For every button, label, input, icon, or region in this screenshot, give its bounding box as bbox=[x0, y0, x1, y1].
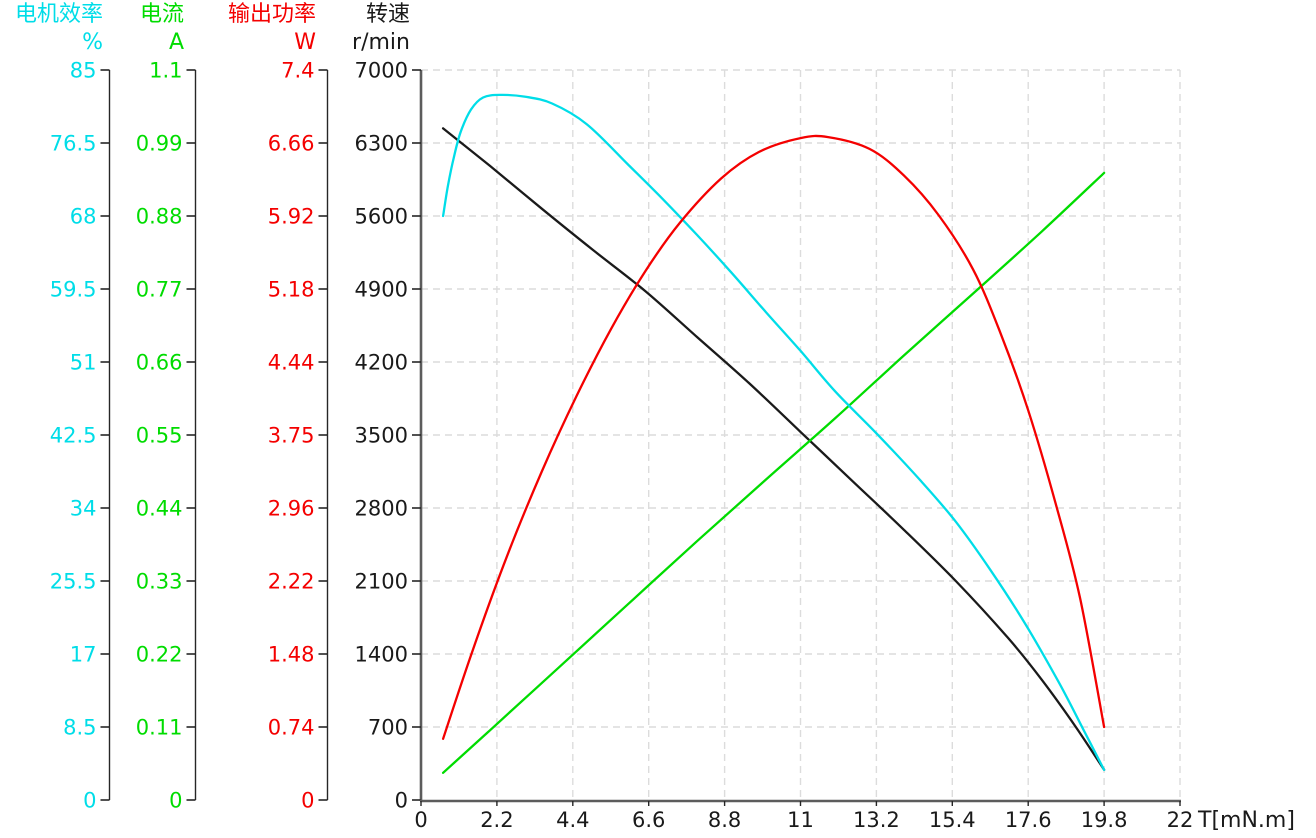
x-tick-label: 2.2 bbox=[480, 808, 513, 832]
x-tick-label: 15.4 bbox=[929, 808, 976, 832]
y-tick-label-speed: 2100 bbox=[355, 570, 408, 594]
efficiency-curve bbox=[441, 93, 1106, 772]
y-tick-label-efficiency: 0 bbox=[83, 789, 96, 813]
y-tick-label-speed: 2800 bbox=[355, 497, 408, 521]
y-tick-label-power: 2.96 bbox=[268, 497, 315, 521]
y-tick-label-efficiency: 17 bbox=[70, 643, 97, 667]
y-tick-label-efficiency: 34 bbox=[70, 497, 97, 521]
x-tick-label: 17.6 bbox=[1005, 808, 1052, 832]
y-axis-header-efficiency: 电机效率 % bbox=[0, 1, 103, 57]
y-tick-label-efficiency: 42.5 bbox=[50, 424, 97, 448]
y-tick-label-efficiency: 51 bbox=[70, 351, 97, 375]
y-tick-label-current: 0.88 bbox=[136, 205, 183, 229]
x-tick-label: 8.8 bbox=[708, 808, 741, 832]
x-tick-label: 11 bbox=[787, 808, 814, 832]
power-curve bbox=[441, 134, 1106, 740]
x-tick-label: 19.8 bbox=[1081, 808, 1128, 832]
y-tick-label-efficiency: 25.5 bbox=[50, 570, 97, 594]
y-axis-header-current: 电流 A bbox=[0, 1, 184, 57]
y-tick-label-current: 0 bbox=[169, 789, 182, 813]
y-tick-label-efficiency: 68 bbox=[70, 205, 97, 229]
y-tick-label-speed: 6300 bbox=[355, 132, 408, 156]
y-tick-label-current: 0.22 bbox=[136, 643, 183, 667]
y-tick-label-speed: 7000 bbox=[355, 59, 408, 83]
y-axis-unit-power: W bbox=[294, 30, 316, 55]
y-tick-label-speed: 1400 bbox=[355, 643, 408, 667]
y-tick-label-efficiency: 85 bbox=[70, 59, 97, 83]
y-tick-label-current: 1.1 bbox=[149, 59, 182, 83]
y-tick-label-efficiency: 76.5 bbox=[50, 132, 97, 156]
y-tick-label-speed: 4900 bbox=[355, 278, 408, 302]
y-tick-label-power: 1.48 bbox=[268, 643, 315, 667]
x-tick-label: 4.4 bbox=[556, 808, 589, 832]
speed-curve bbox=[441, 127, 1106, 771]
y-tick-label-power: 3.75 bbox=[268, 424, 315, 448]
y-tick-label-speed: 3500 bbox=[355, 424, 408, 448]
y-tick-label-power: 0 bbox=[301, 789, 314, 813]
y-axis-title-speed: 转速 bbox=[365, 2, 410, 27]
y-tick-label-power: 0.74 bbox=[268, 716, 315, 740]
y-axis-title-efficiency: 电机效率 bbox=[14, 2, 103, 27]
y-axis-header-speed: 转速 r/min bbox=[0, 1, 410, 57]
x-tick-label: 6.6 bbox=[632, 808, 665, 832]
y-tick-label-speed: 700 bbox=[368, 716, 408, 740]
y-tick-label-speed: 4200 bbox=[355, 351, 408, 375]
y-tick-label-speed: 0 bbox=[395, 789, 408, 813]
x-axis-title: T[mN.m] bbox=[1197, 808, 1295, 833]
y-tick-label-power: 2.22 bbox=[268, 570, 315, 594]
x-tick-label: 22 bbox=[1167, 808, 1194, 832]
y-tick-label-power: 6.66 bbox=[268, 132, 315, 156]
y-tick-label-efficiency: 8.5 bbox=[63, 716, 96, 740]
y-tick-label-efficiency: 59.5 bbox=[50, 278, 97, 302]
y-tick-label-current: 0.11 bbox=[136, 716, 183, 740]
y-tick-label-current: 0.33 bbox=[136, 570, 183, 594]
x-tick-label: 13.2 bbox=[853, 808, 900, 832]
y-tick-label-current: 0.55 bbox=[136, 424, 183, 448]
y-tick-label-current: 0.99 bbox=[136, 132, 183, 156]
y-axis-header-power: 输出功率 W bbox=[0, 1, 316, 57]
y-tick-label-current: 0.77 bbox=[136, 278, 183, 302]
y-axis-unit-speed: r/min bbox=[352, 30, 410, 55]
y-axis-title-current: 电流 bbox=[139, 2, 184, 27]
y-axis-title-power: 输出功率 bbox=[227, 2, 316, 27]
y-axis-unit-current: A bbox=[168, 30, 184, 55]
y-axis-unit-efficiency: % bbox=[82, 30, 103, 55]
y-tick-label-speed: 5600 bbox=[355, 205, 408, 229]
x-tick-label: 0 bbox=[414, 808, 427, 832]
y-tick-label-power: 5.18 bbox=[268, 278, 315, 302]
y-tick-label-current: 0.66 bbox=[136, 351, 183, 375]
current-curve bbox=[441, 171, 1106, 774]
y-tick-label-power: 5.92 bbox=[268, 205, 315, 229]
y-tick-label-current: 0.44 bbox=[136, 497, 183, 521]
y-tick-label-power: 4.44 bbox=[268, 351, 315, 375]
y-tick-label-power: 7.4 bbox=[281, 59, 314, 83]
